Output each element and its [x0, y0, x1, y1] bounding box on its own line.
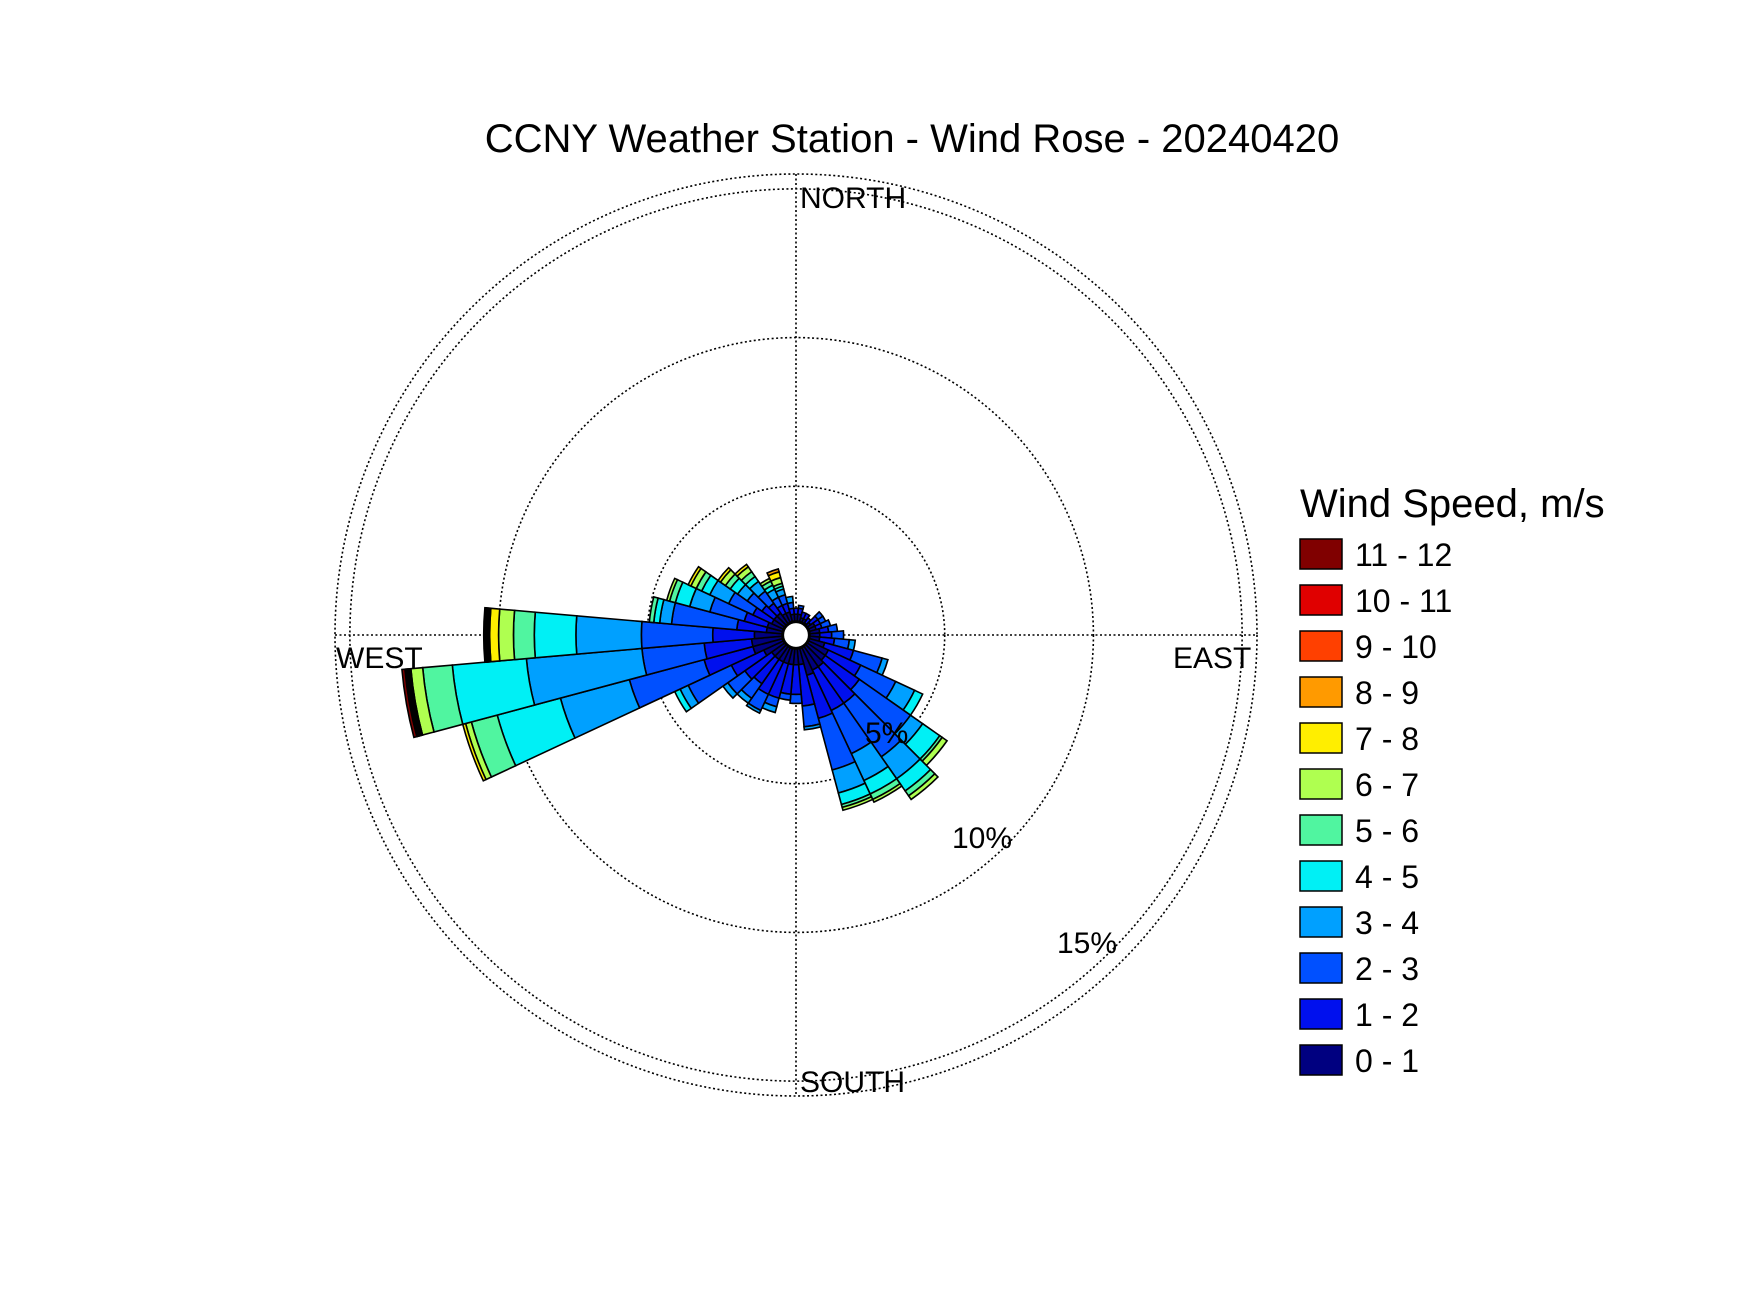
sector-260-speed-11 — [401, 668, 418, 739]
sector-270-speed-5 — [512, 609, 537, 661]
sector-300-speed-7 — [687, 565, 703, 588]
ring-label-10: 10% — [952, 822, 1012, 855]
sector-170-speed-3 — [803, 723, 822, 731]
legend-swatch — [1299, 768, 1343, 800]
sector-270-speed-3 — [575, 614, 643, 656]
legend-label: 2 - 3 — [1355, 951, 1419, 987]
wind-rose-sectors — [401, 563, 949, 812]
ring-label-15: 15% — [1057, 927, 1117, 960]
sector-270-speed-6 — [497, 608, 516, 662]
sector-140-speed-6 — [907, 772, 940, 801]
sector-350-speed-3 — [785, 595, 795, 605]
legend-label: 0 - 1 — [1355, 1043, 1419, 1079]
legend-label: 5 - 6 — [1355, 813, 1419, 849]
legend-swatch — [1299, 814, 1343, 846]
legend: Wind Speed, m/s 11 - 12 10 - 11 9 - 10 8 - … — [1299, 482, 1605, 1079]
legend-label: 7 - 8 — [1355, 721, 1419, 757]
legend-label: 9 - 10 — [1355, 629, 1437, 665]
sector-150-speed-6 — [871, 782, 903, 804]
legend-label: 11 - 12 — [1355, 537, 1452, 573]
sector-10-speed-2 — [797, 604, 805, 611]
sector-270-speed-11 — [482, 606, 488, 664]
sector-210-speed-3 — [745, 702, 762, 715]
legend-swatch — [1299, 1044, 1343, 1076]
direction-label-south: SOUTH — [800, 1066, 905, 1099]
legend-title: Wind Speed, m/s — [1300, 482, 1605, 526]
chart-title: CCNY Weather Station - Wind Rose - 20240… — [485, 117, 1340, 161]
legend-swatch — [1299, 676, 1343, 708]
legend-swatch — [1299, 630, 1343, 662]
legend-swatch — [1299, 584, 1343, 616]
calm-center-circle — [781, 620, 811, 650]
legend-swatch — [1299, 906, 1343, 938]
legend-swatch — [1299, 722, 1343, 754]
sector-160-speed-6 — [841, 795, 874, 812]
sector-180-speed-2 — [789, 693, 803, 705]
direction-label-north: NORTH — [800, 182, 906, 215]
sector-270-speed-4 — [533, 611, 578, 659]
sector-310-speed-7 — [716, 566, 732, 584]
grid-ring-outer — [334, 173, 1258, 1097]
ring-label-5: 5% — [865, 717, 908, 750]
legend-label: 1 - 2 — [1355, 997, 1419, 1033]
legend-swatch — [1299, 860, 1343, 892]
legend-swatch — [1299, 952, 1343, 984]
sector-340-speed-8 — [766, 567, 781, 577]
direction-label-west: WEST — [336, 642, 423, 675]
legend-swatch — [1299, 998, 1343, 1030]
sector-320-speed-7 — [733, 563, 750, 578]
legend-label: 4 - 5 — [1355, 859, 1419, 895]
legend-label: 3 - 4 — [1355, 905, 1419, 941]
legend-label: 6 - 7 — [1355, 767, 1419, 803]
sector-270-speed-7 — [488, 607, 501, 663]
grid-ring-5 — [646, 485, 946, 785]
sector-30-speed-1 — [802, 612, 811, 622]
direction-label-east: EAST — [1173, 642, 1251, 675]
legend-swatch — [1299, 538, 1343, 570]
legend-label: 8 - 9 — [1355, 675, 1419, 711]
sector-290-speed-6 — [665, 577, 679, 603]
sector-280-speed-5 — [648, 595, 660, 624]
legend-label: 10 - 11 — [1355, 583, 1452, 619]
